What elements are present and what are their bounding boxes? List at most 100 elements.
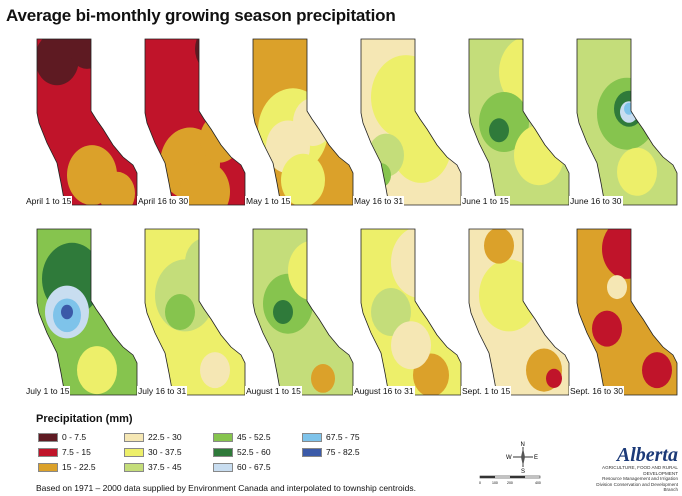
precip-zone <box>546 368 562 388</box>
precip-zone <box>293 98 333 146</box>
precip-map-panel: May 1 to 15 <box>245 33 359 213</box>
precip-zone <box>165 294 195 330</box>
precip-zone <box>37 39 79 86</box>
alberta-map <box>252 228 354 396</box>
precip-zone <box>592 310 622 347</box>
alberta-map <box>576 228 678 396</box>
precip-zone <box>371 163 391 188</box>
precip-map-panel: June 16 to 30 <box>569 33 682 213</box>
precip-zone <box>371 288 411 336</box>
alberta-map <box>576 38 678 206</box>
map-period-label: July 16 to 31 <box>137 386 188 396</box>
precip-map-panel: June 1 to 15 <box>461 33 575 213</box>
province-outline <box>360 38 462 206</box>
legend-swatch <box>302 433 322 443</box>
legend-label: 60 - 67.5 <box>237 462 271 472</box>
precip-zone <box>185 238 225 287</box>
map-period-label: April 16 to 30 <box>137 196 190 206</box>
legend-item: 15 - 22.5 <box>38 462 96 473</box>
precip-zone <box>479 259 539 332</box>
province-outline <box>576 38 678 206</box>
compass-n: N <box>521 442 525 448</box>
precip-map-panel: April 1 to 15 <box>25 33 143 213</box>
precip-map-panel: Sept. 1 to 15 <box>461 223 575 403</box>
precip-zone <box>61 304 73 320</box>
precip-map-panel: July 1 to 15 <box>25 223 143 403</box>
map-period-label: April 1 to 15 <box>25 196 73 206</box>
legend-item: 7.5 - 15 <box>38 447 91 458</box>
precip-zone <box>514 125 564 186</box>
legend-label: 75 - 82.5 <box>326 447 360 457</box>
logo-wordmark: Alberta <box>616 444 678 466</box>
legend-swatch <box>124 433 144 443</box>
legend-item: 22.5 - 30 <box>124 432 182 443</box>
scale-bar: 0 100 200 400 <box>479 475 541 485</box>
precip-map-panel: April 16 to 30 <box>137 33 251 213</box>
logo-division: Resource Management and Irrigation Divis… <box>596 476 678 492</box>
legend-swatch <box>124 463 144 473</box>
province-outline <box>360 228 462 396</box>
precip-zone <box>273 300 293 324</box>
compass-rose-icon: N S E W <box>506 442 538 474</box>
legend-label: 67.5 - 75 <box>326 432 360 442</box>
legend-item: 45 - 52.5 <box>213 432 271 443</box>
alberta-map <box>144 228 246 396</box>
legend-label: 30 - 37.5 <box>148 447 182 457</box>
map-period-label: Sept. 16 to 30 <box>569 386 624 396</box>
precip-zone <box>617 147 657 196</box>
legend-swatch <box>124 448 144 458</box>
alberta-map <box>468 38 570 206</box>
precip-zone <box>281 153 325 205</box>
province-outline <box>252 228 354 396</box>
legend-label: 15 - 22.5 <box>62 462 96 472</box>
legend-swatch <box>213 433 233 443</box>
precip-zone <box>77 346 117 395</box>
scale-tick-2: 200 <box>507 481 513 485</box>
precip-zone <box>195 39 235 73</box>
map-period-label: June 1 to 15 <box>461 196 510 206</box>
scale-tick-1: 100 <box>492 481 498 485</box>
legend-swatch <box>213 448 233 458</box>
compass-w: W <box>506 455 512 461</box>
precip-map-panel: May 16 to 31 <box>353 33 467 213</box>
legend-swatch <box>38 448 58 458</box>
map-period-label: August 16 to 31 <box>353 386 415 396</box>
precip-zone <box>180 161 230 205</box>
precip-zone <box>200 352 230 389</box>
alberta-map <box>36 38 138 206</box>
legend-item: 52.5 - 60 <box>213 447 271 458</box>
alberta-map <box>144 38 246 206</box>
alberta-map <box>36 228 138 396</box>
province-outline <box>36 38 138 206</box>
legend-item: 67.5 - 75 <box>302 432 360 443</box>
legend-swatch <box>302 448 322 458</box>
province-outline <box>468 228 570 396</box>
legend-swatch <box>38 463 58 473</box>
scale-tick-3: 400 <box>535 481 541 485</box>
legend-swatch <box>38 433 58 443</box>
precip-zone <box>391 229 451 299</box>
alberta-map <box>360 38 462 206</box>
map-period-label: June 16 to 30 <box>569 196 623 206</box>
precip-zone <box>391 321 431 370</box>
alberta-map <box>468 228 570 396</box>
legend-item: 60 - 67.5 <box>213 462 271 473</box>
page-title: Average bi-monthly growing season precip… <box>6 6 396 25</box>
legend-label: 45 - 52.5 <box>237 432 271 442</box>
legend-item: 75 - 82.5 <box>302 447 360 458</box>
footer-note: Based on 1971 – 2000 data supplied by En… <box>36 483 416 493</box>
precip-zone <box>607 275 627 300</box>
scale-tick-0: 0 <box>479 481 481 485</box>
map-period-label: May 16 to 31 <box>353 196 405 206</box>
legend-label: 37.5 - 45 <box>148 462 182 472</box>
legend-label: 7.5 - 15 <box>62 447 91 457</box>
map-period-label: Sept. 1 to 15 <box>461 386 512 396</box>
precip-zone <box>642 352 672 389</box>
legend-title: Precipitation (mm) <box>36 413 133 425</box>
precip-zone <box>311 364 335 393</box>
map-period-label: July 1 to 15 <box>25 386 71 396</box>
logo-department: AGRICULTURE, FOOD AND RURAL DEVELOPMENT <box>602 465 678 476</box>
legend-item: 37.5 - 45 <box>124 462 182 473</box>
province-outline <box>252 38 354 206</box>
precip-zone <box>288 240 338 301</box>
